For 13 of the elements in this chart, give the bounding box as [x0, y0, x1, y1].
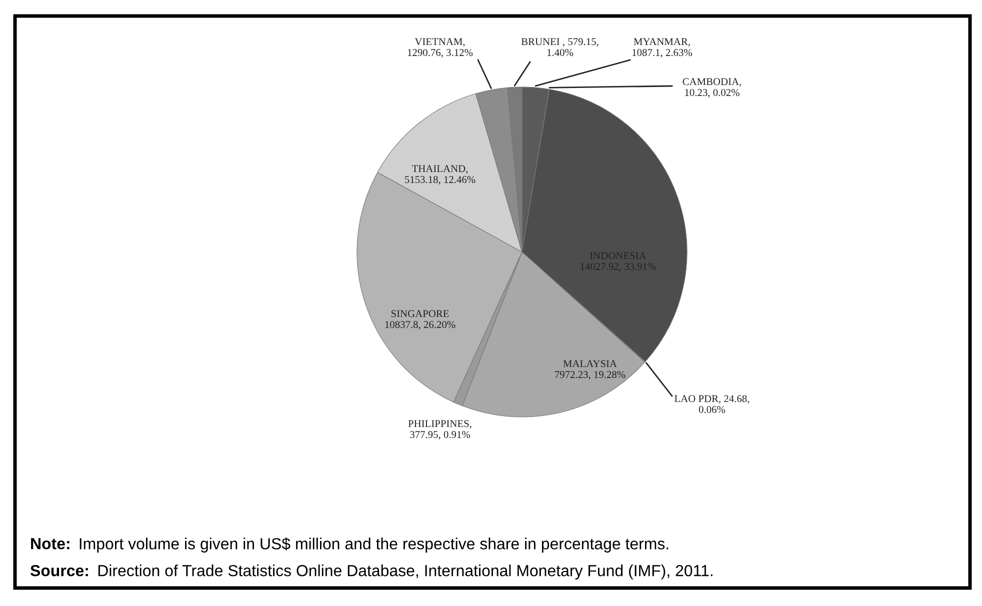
text: Note: Import volume is given in US$ million and the respective share in percentage terms.	[31, 537, 668, 553]
slice-label: LAO PDR, 24.68, 0.06%	[674, 395, 750, 414]
slice-label: SINGAPORE	[391, 310, 449, 318]
data-label: 7972.23, 19.28%	[555, 371, 626, 380]
slice-label: THAILAND, 5153.18, 12.46%	[405, 165, 476, 185]
slice-label: PHILIPPINES, 377.95, 0.91%	[408, 420, 472, 440]
slice-label: MYANMAR, 1087.1, 2.63%	[632, 38, 692, 58]
source-note: Source: Direction of Trade Statistics Online Database, International Monetary Fund (IMF), 2011.	[30, 564, 712, 580]
slice-label: MALAYSIA	[563, 360, 617, 368]
slice-label: BRUNEI , 579.15, 1.40%	[521, 38, 598, 56]
slice-label: VIETNAM, 1290.76, 3.12%	[408, 38, 473, 58]
slice-label: CAMBODIA, 10.23, 0.02%	[682, 78, 742, 98]
data-label: 10837.8, 26.20%	[385, 321, 456, 330]
